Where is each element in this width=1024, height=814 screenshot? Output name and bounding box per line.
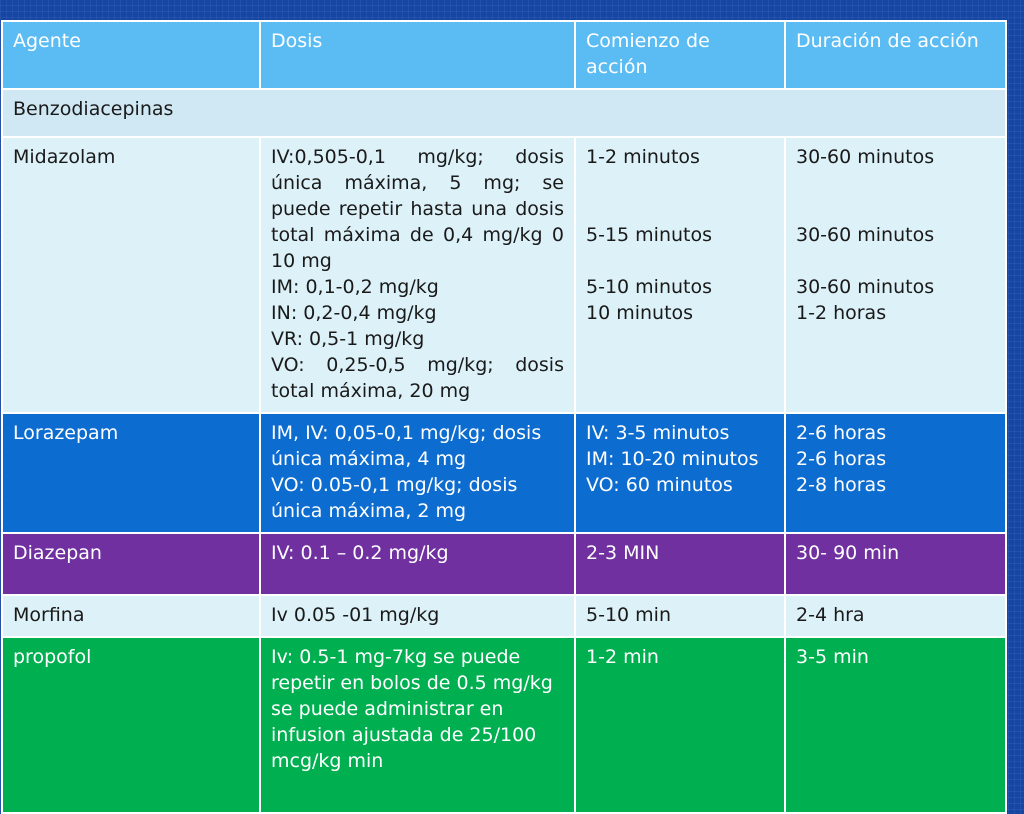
- dose-text: IN: 0,2-0,4 mg/kg: [271, 302, 437, 324]
- table-row-midazolam: Midazolam IV:0,505-0,1 mg/kg; dosis únic…: [1, 136, 1007, 414]
- table-row-morfina: Morfina Iv 0.05 -01 mg/kg 5-10 min 2-4 h…: [1, 594, 1007, 638]
- onset-text: IM: 10-20 minutos: [586, 448, 759, 470]
- dose-text: IM, IV: 0,05-0,1 mg/kg; dosis única máxi…: [271, 422, 542, 470]
- section-title: Benzodiacepinas: [1, 88, 1007, 138]
- agent-cell: Midazolam: [1, 136, 261, 414]
- dose-cell: IM, IV: 0,05-0,1 mg/kg; dosis única máxi…: [259, 412, 576, 534]
- table-row-diazepan: Diazepan IV: 0.1 – 0.2 mg/kg 2-3 MIN 30-…: [1, 532, 1007, 596]
- dose-text: VO: 0.05-0,1 mg/kg; dosis única máxima, …: [271, 474, 518, 522]
- onset-cell: 2-3 MIN: [574, 532, 786, 596]
- header-dose: Dosis: [259, 20, 576, 90]
- duration-text: 30-60 minutos: [796, 146, 935, 168]
- agent-cell: propofol: [1, 636, 261, 814]
- dose-cell: Iv: 0.5-1 mg-7kg se puede repetir en bol…: [259, 636, 576, 814]
- table-row-propofol: propofol Iv: 0.5-1 mg-7kg se puede repet…: [1, 636, 1007, 814]
- onset-text: 5-15 minutos: [586, 224, 713, 246]
- dose-cell: IV:0,505-0,1 mg/kg; dosis única máxima, …: [259, 136, 576, 414]
- duration-cell: 3-5 min: [784, 636, 1007, 814]
- section-row: Benzodiacepinas: [1, 88, 1007, 138]
- onset-text: IV: 3-5 minutos: [586, 422, 730, 444]
- dose-text: VR: 0,5-1 mg/kg: [271, 328, 425, 350]
- agent-cell: Morfina: [1, 594, 261, 638]
- onset-cell: 1-2 minutos 5-15 minutos 5-10 minutos 10…: [574, 136, 786, 414]
- onset-text: 5-10 minutos: [586, 276, 713, 298]
- duration-cell: 2-6 horas 2-6 horas 2-8 horas: [784, 412, 1007, 534]
- dose-cell: Iv 0.05 -01 mg/kg: [259, 594, 576, 638]
- onset-cell: IV: 3-5 minutos IM: 10-20 minutos VO: 60…: [574, 412, 786, 534]
- onset-text: 1-2 minutos: [586, 146, 700, 168]
- duration-text: 1-2 horas: [796, 302, 887, 324]
- agent-cell: Diazepan: [1, 532, 261, 596]
- duration-cell: 30- 90 min: [784, 532, 1007, 596]
- dose-text: IV:0,505-0,1 mg/kg; dosis única máxima, …: [271, 146, 564, 272]
- duration-text: 2-8 horas: [796, 474, 887, 496]
- header-onset: Comienzo de acción: [574, 20, 786, 90]
- dose-text: IM: 0,1-0,2 mg/kg: [271, 276, 439, 298]
- table-row-lorazepam: Lorazepam IM, IV: 0,05-0,1 mg/kg; dosis …: [1, 412, 1007, 534]
- dose-text: VO: 0,25-0,5 mg/kg; dosis total máxima, …: [271, 354, 564, 402]
- header-row: Agente Dosis Comienzo de acción Duración…: [1, 20, 1007, 90]
- duration-text: 2-6 horas: [796, 448, 887, 470]
- onset-text: 10 minutos: [586, 302, 694, 324]
- onset-cell: 5-10 min: [574, 594, 786, 638]
- dose-cell: IV: 0.1 – 0.2 mg/kg: [259, 532, 576, 596]
- duration-text: 2-6 horas: [796, 422, 887, 444]
- duration-cell: 2-4 hra: [784, 594, 1007, 638]
- onset-text: VO: 60 minutos: [586, 474, 733, 496]
- agent-cell: Lorazepam: [1, 412, 261, 534]
- duration-text: 30-60 minutos: [796, 276, 935, 298]
- header-duration: Duración de acción: [784, 20, 1007, 90]
- header-agent: Agente: [1, 20, 261, 90]
- duration-text: 30-60 minutos: [796, 224, 935, 246]
- onset-cell: 1-2 min: [574, 636, 786, 814]
- drug-table: Agente Dosis Comienzo de acción Duración…: [1, 20, 1007, 814]
- duration-cell: 30-60 minutos 30-60 minutos 30-60 minuto…: [784, 136, 1007, 414]
